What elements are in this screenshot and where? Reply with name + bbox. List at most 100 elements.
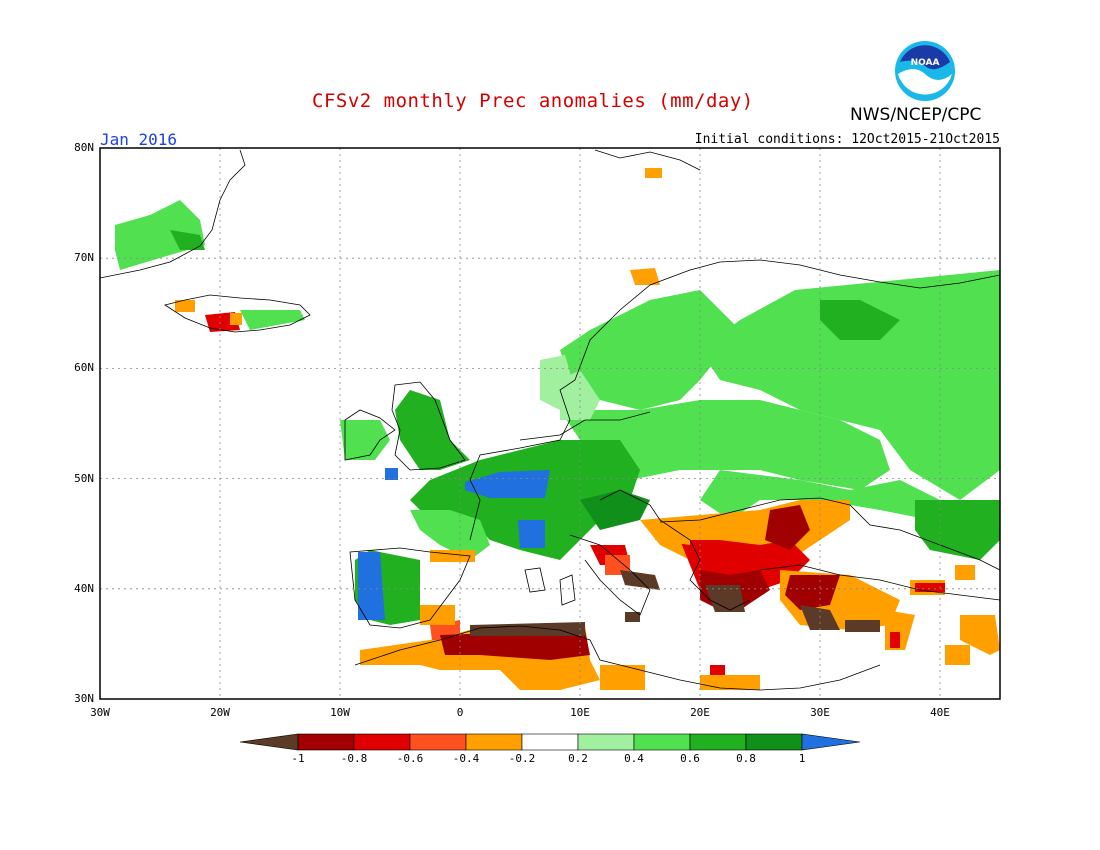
anomaly-region xyxy=(600,665,645,690)
anomaly-region xyxy=(630,268,660,285)
anomaly-region xyxy=(960,615,1000,655)
lat-label: 30N xyxy=(74,692,94,705)
lon-label: 20E xyxy=(690,706,710,719)
coastline xyxy=(164,294,311,333)
coastline xyxy=(599,489,751,611)
anomaly-region xyxy=(885,610,915,650)
coastline xyxy=(659,497,1001,571)
lat-label: 50N xyxy=(74,471,94,485)
lon-label: 10E xyxy=(570,706,590,719)
colorbar-swatch xyxy=(689,733,747,751)
lat-label: 70N xyxy=(74,251,94,265)
colorbar-label: -0.2 xyxy=(508,752,536,765)
anomaly-region xyxy=(560,370,600,420)
anomaly-region xyxy=(640,500,850,570)
anomaly-region xyxy=(700,470,940,520)
anomaly-region xyxy=(465,470,550,498)
anomaly-region xyxy=(205,312,240,332)
anomaly-region xyxy=(590,545,630,565)
coastline xyxy=(391,381,466,471)
colorbar-label: -0.4 xyxy=(452,752,480,765)
anomaly-region xyxy=(655,520,690,545)
anomaly-region xyxy=(955,565,975,580)
colorbar-label: 0.8 xyxy=(736,752,756,765)
anomaly-region xyxy=(620,570,660,590)
anomaly-region xyxy=(560,290,740,410)
colorbar-swatch xyxy=(521,733,579,751)
map-frame xyxy=(99,147,1001,700)
anomaly-region xyxy=(410,510,490,560)
colorbar-label: 0.2 xyxy=(568,752,588,765)
anomaly-region xyxy=(540,355,575,410)
anomaly-region xyxy=(800,605,840,630)
colorbar-label: -1 xyxy=(291,752,305,765)
anomaly-region xyxy=(560,400,890,490)
anomaly-region xyxy=(175,300,195,312)
anomaly-region xyxy=(385,468,398,480)
anomaly-region xyxy=(780,570,900,630)
colorbar-swatch xyxy=(577,733,635,751)
agency-label: NWS/NCEP/CPC xyxy=(850,105,982,125)
anomaly-grid xyxy=(115,168,1000,690)
coastline xyxy=(759,564,1001,601)
colorbar-arrow-high xyxy=(801,733,861,751)
colorbar-label: -0.6 xyxy=(396,752,424,765)
lon-label: 30W xyxy=(90,706,110,719)
coastline xyxy=(574,259,1001,381)
anomaly-region xyxy=(645,168,662,178)
colorbar-swatch xyxy=(745,733,803,751)
anomaly-region xyxy=(230,313,242,325)
colorbar-label: 0.6 xyxy=(680,752,700,765)
colorbar-swatch xyxy=(633,733,691,751)
lon-label: 40E xyxy=(930,706,950,719)
anomaly-region xyxy=(395,390,470,470)
anomaly-region xyxy=(358,552,385,620)
chart-title: CFSv2 monthly Prec anomalies (mm/day) xyxy=(312,90,754,112)
anomaly-region xyxy=(410,440,640,560)
coastline xyxy=(469,379,576,541)
forecast-month: Jan 2016 xyxy=(100,130,178,149)
anomaly-region xyxy=(355,550,420,625)
anomaly-region xyxy=(680,540,810,595)
anomaly-region xyxy=(470,622,585,636)
anomaly-region xyxy=(915,500,1000,560)
coastline xyxy=(344,409,396,461)
anomaly-region xyxy=(700,675,760,690)
coastline xyxy=(569,534,651,616)
colorbar xyxy=(239,733,861,751)
anomaly-region xyxy=(700,270,1000,500)
colorbar-swatch xyxy=(297,733,355,751)
initial-conditions: Initial conditions: 12Oct2015-21Oct2015 xyxy=(694,132,1000,147)
anomaly-region xyxy=(605,555,630,575)
colorbar-swatch xyxy=(465,733,523,751)
anomaly-region xyxy=(420,605,455,625)
anomaly-region xyxy=(700,570,770,610)
anomaly-region xyxy=(430,550,475,562)
noaa-logo: NOAA xyxy=(895,41,955,101)
anomaly-region xyxy=(170,230,205,250)
anomaly-region xyxy=(820,300,900,340)
gridlines xyxy=(100,148,1000,699)
anomaly-region xyxy=(518,520,545,548)
anomaly-region xyxy=(910,580,945,595)
anomaly-region xyxy=(785,575,840,610)
lat-label: 40N xyxy=(74,581,94,595)
anomaly-region xyxy=(340,420,390,460)
coastline xyxy=(349,547,471,629)
anomaly-region xyxy=(240,310,305,330)
logo-text: NOAA xyxy=(911,58,940,68)
anomaly-region xyxy=(440,630,590,660)
anomaly-region xyxy=(430,620,460,640)
colorbar-arrow-low xyxy=(239,733,299,751)
lon-label: 30E xyxy=(810,706,830,719)
coastline xyxy=(559,574,576,606)
lat-label: 80N xyxy=(74,141,94,154)
anomaly-region xyxy=(765,505,810,550)
anomaly-region xyxy=(845,620,880,632)
lon-label: 10W xyxy=(330,706,350,719)
colorbar-swatch xyxy=(409,733,467,751)
colorbar-swatch xyxy=(353,733,411,751)
colorbar-label: 0.4 xyxy=(624,752,644,765)
colorbar-label: 1 xyxy=(798,752,806,765)
